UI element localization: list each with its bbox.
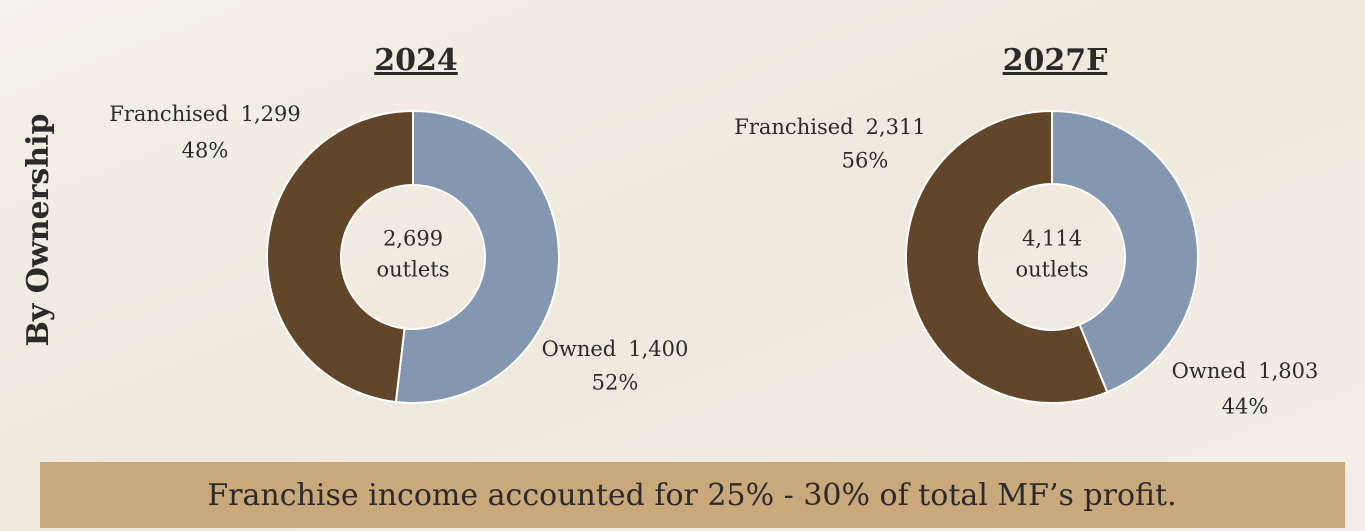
donut-slice [1051, 109, 1199, 394]
slice-name: Franchised [734, 115, 853, 139]
slice-value: 2,311 [866, 115, 926, 139]
donut-slice [394, 109, 560, 404]
donut-slice [905, 109, 1109, 404]
footer-band [40, 462, 1345, 528]
slice-label: Franchised 1,299 [109, 102, 300, 126]
slice-value: 1,400 [628, 337, 688, 361]
slice-share: 44% [1222, 395, 1269, 419]
slice-name: Owned [542, 337, 617, 361]
slice-value: 1,803 [1258, 359, 1318, 383]
slice-name: Franchised [109, 102, 228, 126]
center-total: 2,699 [383, 227, 443, 251]
donut-slice [266, 109, 414, 404]
slice-label: Owned 1,803 [1172, 359, 1319, 383]
center-unit: outlets [377, 258, 450, 282]
center-total: 4,114 [1022, 227, 1082, 251]
slice-name: Owned [1172, 359, 1247, 383]
chart-title: 2027F [1003, 43, 1108, 78]
slice-share: 56% [842, 149, 889, 173]
center-unit: outlets [1016, 258, 1089, 282]
slice-share: 48% [182, 139, 229, 163]
slice-label: Owned 1,400 [542, 337, 689, 361]
slice-label: Franchised 2,311 [734, 115, 925, 139]
footer-text: Franchise income accounted for 25% - 30%… [207, 478, 1176, 513]
side-label: By Ownership [21, 114, 56, 347]
chart-title: 2024 [374, 43, 458, 78]
slice-share: 52% [592, 371, 639, 395]
slice-value: 1,299 [241, 102, 301, 126]
